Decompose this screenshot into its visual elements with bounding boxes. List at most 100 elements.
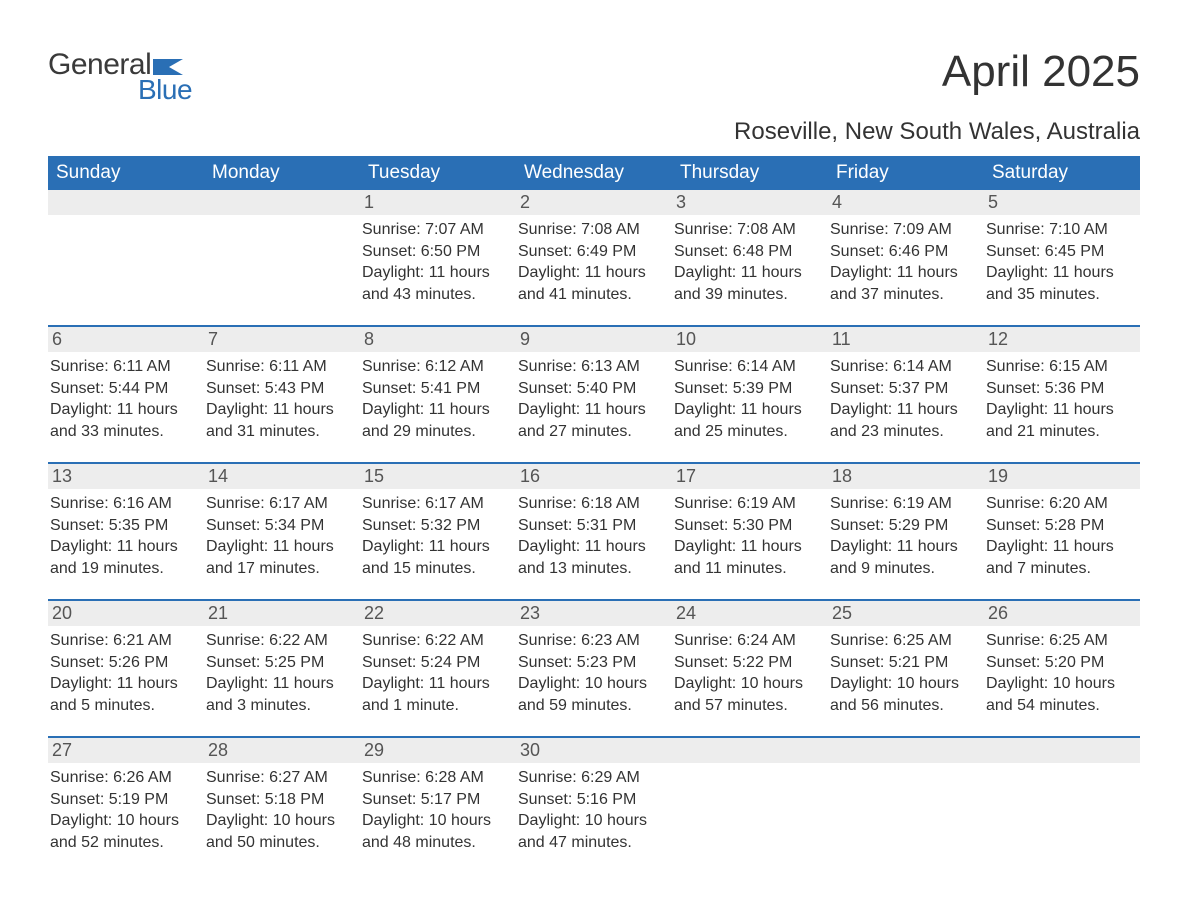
day-number: 17 <box>672 464 828 489</box>
day-number: 10 <box>672 327 828 352</box>
daylight-label: Daylight: 11 hours and 17 minutes. <box>206 536 354 579</box>
sunrise-label: Sunrise: 6:28 AM <box>362 767 510 789</box>
sunset-label: Sunset: 5:31 PM <box>518 515 666 537</box>
day-cell: Sunrise: 6:19 AMSunset: 5:30 PMDaylight:… <box>672 489 828 585</box>
day-body-row: Sunrise: 6:21 AMSunset: 5:26 PMDaylight:… <box>48 626 1140 722</box>
weekday-header: Monday <box>204 156 360 190</box>
day-cell: Sunrise: 7:08 AMSunset: 6:48 PMDaylight:… <box>672 215 828 311</box>
calendar-week: 12345Sunrise: 7:07 AMSunset: 6:50 PMDayl… <box>48 190 1140 311</box>
daylight-label: Daylight: 11 hours and 21 minutes. <box>986 399 1134 442</box>
daylight-label: Daylight: 10 hours and 50 minutes. <box>206 810 354 853</box>
day-number-cell: 4 <box>828 190 984 215</box>
daylight-label: Daylight: 10 hours and 57 minutes. <box>674 673 822 716</box>
day-number: 26 <box>984 601 1140 626</box>
sunset-label: Sunset: 5:25 PM <box>206 652 354 674</box>
sunrise-label: Sunrise: 6:21 AM <box>50 630 198 652</box>
daylight-label: Daylight: 11 hours and 33 minutes. <box>50 399 198 442</box>
day-number-row: 6789101112 <box>48 327 1140 352</box>
sunset-label: Sunset: 5:44 PM <box>50 378 198 400</box>
day-body: Sunrise: 7:10 AMSunset: 6:45 PMDaylight:… <box>984 215 1140 311</box>
daylight-label: Daylight: 10 hours and 47 minutes. <box>518 810 666 853</box>
sunrise-label: Sunrise: 6:16 AM <box>50 493 198 515</box>
header-row: General Blue April 2025 <box>48 50 1140 106</box>
weekday-header-row: Sunday Monday Tuesday Wednesday Thursday… <box>48 156 1140 190</box>
sunset-label: Sunset: 5:22 PM <box>674 652 822 674</box>
sunrise-label: Sunrise: 6:17 AM <box>362 493 510 515</box>
daylight-label: Daylight: 10 hours and 56 minutes. <box>830 673 978 716</box>
day-number <box>204 190 360 214</box>
sunset-label: Sunset: 5:17 PM <box>362 789 510 811</box>
sunrise-label: Sunrise: 6:15 AM <box>986 356 1134 378</box>
day-cell: Sunrise: 6:14 AMSunset: 5:37 PMDaylight:… <box>828 352 984 448</box>
sunrise-label: Sunrise: 6:14 AM <box>674 356 822 378</box>
weekday-header: Tuesday <box>360 156 516 190</box>
sunset-label: Sunset: 5:37 PM <box>830 378 978 400</box>
day-number-cell: 24 <box>672 601 828 626</box>
day-cell: Sunrise: 7:08 AMSunset: 6:49 PMDaylight:… <box>516 215 672 311</box>
day-body <box>984 763 1140 859</box>
sunset-label: Sunset: 5:29 PM <box>830 515 978 537</box>
daylight-label: Daylight: 11 hours and 35 minutes. <box>986 262 1134 305</box>
day-number: 21 <box>204 601 360 626</box>
day-number: 30 <box>516 738 672 763</box>
day-number-row: 13141516171819 <box>48 464 1140 489</box>
day-cell <box>828 763 984 859</box>
day-body: Sunrise: 6:27 AMSunset: 5:18 PMDaylight:… <box>204 763 360 859</box>
day-number-cell: 10 <box>672 327 828 352</box>
daylight-label: Daylight: 11 hours and 7 minutes. <box>986 536 1134 579</box>
day-number-cell: 19 <box>984 464 1140 489</box>
sunrise-label: Sunrise: 7:07 AM <box>362 219 510 241</box>
sunrise-label: Sunrise: 6:14 AM <box>830 356 978 378</box>
logo-flag-icon <box>153 51 183 81</box>
sunset-label: Sunset: 5:34 PM <box>206 515 354 537</box>
day-cell: Sunrise: 6:22 AMSunset: 5:24 PMDaylight:… <box>360 626 516 722</box>
day-number-cell: 7 <box>204 327 360 352</box>
day-body: Sunrise: 6:29 AMSunset: 5:16 PMDaylight:… <box>516 763 672 859</box>
weekday-header: Friday <box>828 156 984 190</box>
daylight-label: Daylight: 11 hours and 19 minutes. <box>50 536 198 579</box>
day-cell: Sunrise: 6:27 AMSunset: 5:18 PMDaylight:… <box>204 763 360 859</box>
sunrise-label: Sunrise: 6:13 AM <box>518 356 666 378</box>
day-cell: Sunrise: 6:11 AMSunset: 5:43 PMDaylight:… <box>204 352 360 448</box>
day-number-cell: 16 <box>516 464 672 489</box>
day-number: 12 <box>984 327 1140 352</box>
page-title: April 2025 <box>942 50 1140 94</box>
day-cell: Sunrise: 6:23 AMSunset: 5:23 PMDaylight:… <box>516 626 672 722</box>
day-number-cell: 17 <box>672 464 828 489</box>
daylight-label: Daylight: 11 hours and 39 minutes. <box>674 262 822 305</box>
day-body-row: Sunrise: 6:11 AMSunset: 5:44 PMDaylight:… <box>48 352 1140 448</box>
logo-word1: General <box>48 50 151 80</box>
daylight-label: Daylight: 11 hours and 15 minutes. <box>362 536 510 579</box>
day-number: 29 <box>360 738 516 763</box>
day-number: 14 <box>204 464 360 489</box>
day-body: Sunrise: 6:23 AMSunset: 5:23 PMDaylight:… <box>516 626 672 722</box>
day-number-cell: 12 <box>984 327 1140 352</box>
sunrise-label: Sunrise: 6:19 AM <box>674 493 822 515</box>
day-number-cell <box>672 738 828 763</box>
day-number: 24 <box>672 601 828 626</box>
day-number: 3 <box>672 190 828 215</box>
day-cell: Sunrise: 6:22 AMSunset: 5:25 PMDaylight:… <box>204 626 360 722</box>
sunrise-label: Sunrise: 6:22 AM <box>206 630 354 652</box>
sunrise-label: Sunrise: 6:26 AM <box>50 767 198 789</box>
sunrise-label: Sunrise: 6:23 AM <box>518 630 666 652</box>
day-body: Sunrise: 6:15 AMSunset: 5:36 PMDaylight:… <box>984 352 1140 448</box>
sunset-label: Sunset: 5:24 PM <box>362 652 510 674</box>
day-number-cell: 30 <box>516 738 672 763</box>
daylight-label: Daylight: 11 hours and 25 minutes. <box>674 399 822 442</box>
day-number: 4 <box>828 190 984 215</box>
day-number: 25 <box>828 601 984 626</box>
sunset-label: Sunset: 5:40 PM <box>518 378 666 400</box>
sunrise-label: Sunrise: 6:18 AM <box>518 493 666 515</box>
sunset-label: Sunset: 6:49 PM <box>518 241 666 263</box>
day-number-cell: 20 <box>48 601 204 626</box>
daylight-label: Daylight: 11 hours and 37 minutes. <box>830 262 978 305</box>
sunrise-label: Sunrise: 6:25 AM <box>986 630 1134 652</box>
sunrise-label: Sunrise: 6:19 AM <box>830 493 978 515</box>
day-body <box>672 763 828 859</box>
day-number-cell: 1 <box>360 190 516 215</box>
sunset-label: Sunset: 5:18 PM <box>206 789 354 811</box>
daylight-label: Daylight: 11 hours and 27 minutes. <box>518 399 666 442</box>
sunset-label: Sunset: 5:39 PM <box>674 378 822 400</box>
daylight-label: Daylight: 11 hours and 1 minute. <box>362 673 510 716</box>
